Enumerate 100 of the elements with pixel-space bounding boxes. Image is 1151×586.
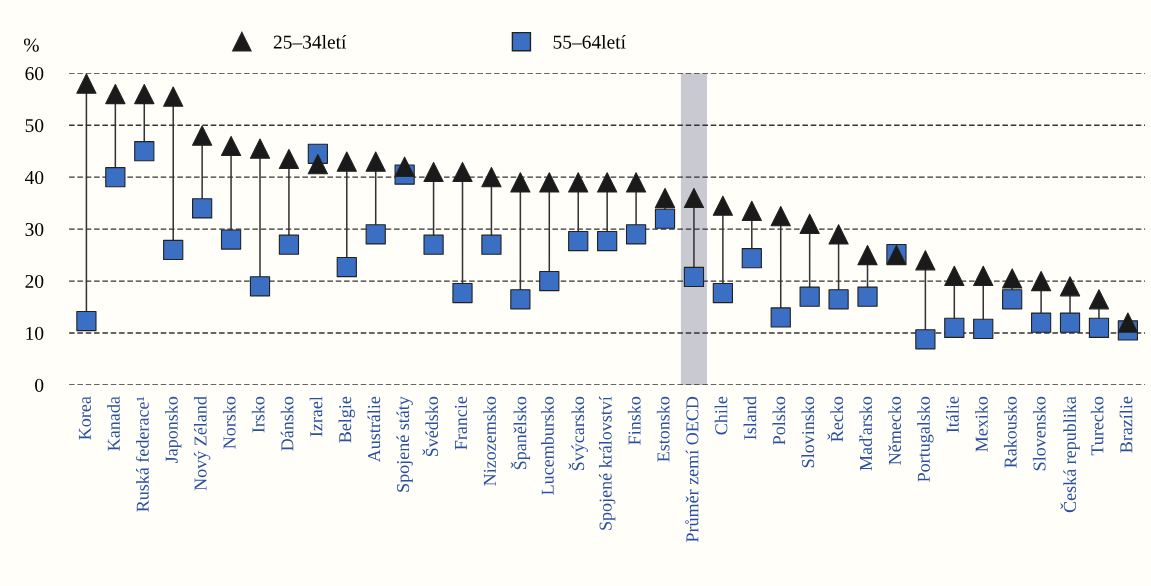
point xyxy=(1088,317,1110,338)
x-tick-label: Slovinsko xyxy=(801,396,815,468)
point xyxy=(423,161,444,183)
point xyxy=(539,270,560,292)
point xyxy=(278,148,300,170)
point xyxy=(799,213,820,235)
x-tick-label: Belgie xyxy=(338,396,355,443)
x-tick-label: Francie xyxy=(454,396,468,450)
x-tick-label: Itálie xyxy=(946,396,959,433)
point xyxy=(597,172,618,193)
x-tick-label: Česká republika xyxy=(1060,396,1080,513)
x-tick-label: Turecko xyxy=(1090,396,1104,456)
point xyxy=(452,161,473,183)
point xyxy=(1088,289,1110,310)
y-axis-title: % xyxy=(23,38,39,52)
point xyxy=(828,289,849,310)
point xyxy=(249,276,271,297)
point xyxy=(481,234,502,255)
point xyxy=(654,208,676,229)
point xyxy=(105,167,126,188)
x-tick-label: Rakousko xyxy=(1003,396,1017,468)
point xyxy=(1030,270,1052,292)
point xyxy=(163,86,184,107)
x-tick-label: Španělsko xyxy=(510,396,531,470)
y-tick-label: 0 xyxy=(35,378,44,392)
x-tick-label: Ruská federace¹ xyxy=(135,396,149,512)
point xyxy=(510,172,531,193)
x-tick-label: Spojené státy xyxy=(396,396,413,492)
y-tick-label: 20 xyxy=(25,274,44,289)
point xyxy=(973,318,994,340)
point xyxy=(336,256,357,278)
point xyxy=(568,172,589,193)
point xyxy=(770,206,791,227)
point xyxy=(1002,289,1023,310)
x-tick-label: Maďarsko xyxy=(859,396,873,471)
x-tick-label: Nový Zéland xyxy=(193,396,211,491)
point xyxy=(654,187,676,209)
y-tick-label: 40 xyxy=(25,170,44,185)
x-tick-label: Irsko xyxy=(251,396,265,433)
point xyxy=(220,135,242,157)
point xyxy=(365,151,386,172)
point xyxy=(973,265,994,287)
point xyxy=(770,307,791,328)
y-tick-label: 30 xyxy=(25,222,44,237)
point xyxy=(683,266,705,288)
y-tick-label: 50 xyxy=(25,119,44,133)
x-tick-label: Mexiko xyxy=(975,396,988,452)
x-tick-label: Austrálie xyxy=(367,396,381,463)
point xyxy=(394,156,415,177)
point xyxy=(105,83,126,105)
point xyxy=(452,282,473,304)
x-tick-label: Kanada xyxy=(107,396,120,451)
x-tick-label: Finsko xyxy=(627,396,641,445)
point xyxy=(1059,276,1081,297)
point xyxy=(1030,312,1052,333)
legend-label: 55–64letí xyxy=(553,34,626,49)
x-tick-label: Izrael xyxy=(309,396,323,437)
point xyxy=(134,141,155,162)
point xyxy=(336,151,357,172)
point xyxy=(712,282,733,304)
point xyxy=(423,234,444,255)
y-tick-label: 10 xyxy=(26,326,44,340)
point xyxy=(741,248,762,269)
point xyxy=(944,317,965,338)
x-tick-label: Chile xyxy=(714,396,728,435)
x-tick-label: Dánsko xyxy=(280,396,294,451)
x-tick-label: Švédsko xyxy=(422,396,439,457)
point xyxy=(568,230,589,252)
point xyxy=(192,125,213,146)
point xyxy=(76,310,97,332)
x-tick-label: Korea xyxy=(78,396,91,440)
point xyxy=(510,289,531,310)
x-tick-label: Německo xyxy=(888,396,901,465)
x-tick-label: Brazílie xyxy=(1119,396,1133,453)
x-tick-label: Spojené království xyxy=(598,396,616,530)
x-tick-label: Průměr zemí OECD xyxy=(685,396,699,543)
point xyxy=(915,329,936,350)
point xyxy=(857,244,878,266)
x-tick-label: Estonsko xyxy=(656,396,670,462)
point xyxy=(220,229,242,250)
point xyxy=(944,265,965,287)
point xyxy=(1059,312,1081,333)
point xyxy=(625,172,647,193)
x-tick-label: Nizozemsko xyxy=(483,396,496,486)
x-tick-label: Lucembursko xyxy=(541,396,554,495)
point xyxy=(683,187,705,209)
point xyxy=(1117,312,1139,333)
point xyxy=(539,172,560,193)
point xyxy=(249,138,271,159)
point xyxy=(597,230,618,252)
point xyxy=(192,198,213,219)
y-tick-label: 60 xyxy=(25,67,44,81)
x-tick-label: Japonsko xyxy=(165,396,182,463)
x-tick-label: Slovensko xyxy=(1032,396,1046,471)
point xyxy=(1002,268,1023,289)
point xyxy=(741,200,762,222)
point xyxy=(828,224,849,245)
point xyxy=(163,239,184,261)
point xyxy=(857,286,878,307)
point xyxy=(799,286,820,307)
